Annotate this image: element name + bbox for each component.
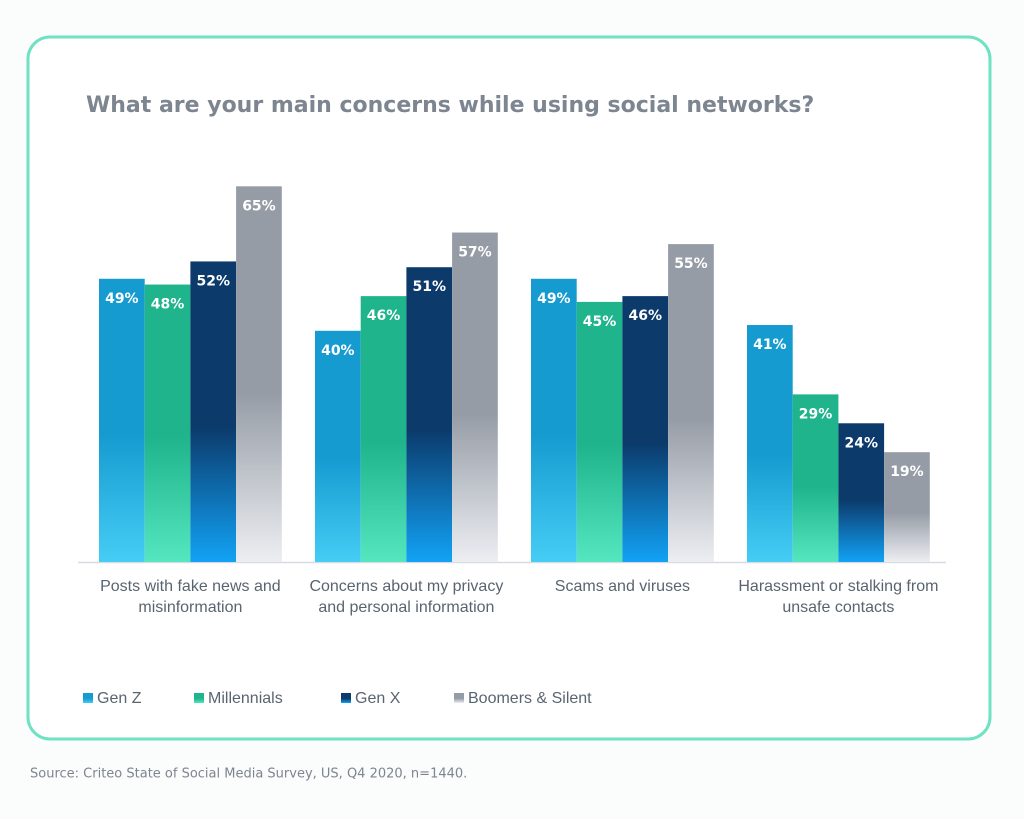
value-label: 24% [844,435,878,451]
value-label: 46% [628,308,662,324]
legend-swatch [83,693,93,703]
value-label: 52% [196,273,230,289]
x-tick-label: Posts with fake news and misinformation [100,578,281,616]
value-label: 49% [537,291,571,307]
bar [236,186,282,563]
bar [99,278,145,562]
bar [668,244,714,562]
value-label: 40% [321,343,355,359]
legend-label: Gen Z [97,690,142,707]
x-tick-label: Scams and viruses [554,578,690,595]
bar [315,330,361,562]
bar [838,423,885,562]
legend-swatch [341,693,351,703]
legend-label: Millennials [208,690,283,707]
value-label: 49% [105,291,139,307]
bar [531,278,577,562]
value-label: 51% [412,279,446,295]
chart-title: What are your main concerns while using … [86,93,814,118]
x-tick-label: Harassment or stalking from unsafe conta… [738,578,939,616]
bar [576,301,623,562]
bar [747,325,793,562]
value-label: 45% [583,314,617,330]
value-label: 46% [367,308,401,324]
value-label: 48% [151,297,185,313]
bar [406,267,453,562]
bar [360,296,407,562]
bar [452,232,498,563]
bar [884,452,930,562]
value-label: 65% [242,198,276,214]
value-label: 41% [753,337,787,353]
value-label: 57% [458,245,492,261]
value-label: 19% [890,464,924,480]
legend-swatch [454,693,464,703]
value-label: 55% [674,256,708,272]
bar [190,261,237,562]
bar [622,296,669,562]
bar [144,284,191,562]
bar [792,394,839,562]
legend-label: Boomers & Silent [468,690,592,707]
value-label: 29% [799,406,833,422]
legend-swatch [194,693,204,703]
legend-label: Gen X [355,690,401,707]
source: Source: Criteo State of Social Media Sur… [30,767,467,782]
x-tick-label: Concerns about my privacy and personal i… [309,578,504,616]
